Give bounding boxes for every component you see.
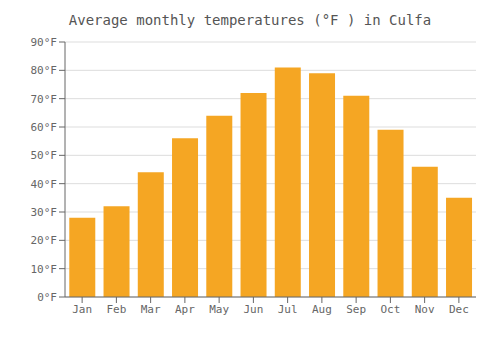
svg-text:Mar: Mar [141,303,161,316]
svg-text:Feb: Feb [106,303,126,316]
svg-text:0°F: 0°F [37,291,57,304]
svg-text:Jun: Jun [243,303,263,316]
svg-text:Sep: Sep [346,303,366,316]
svg-text:60°F: 60°F [31,121,58,134]
svg-text:Apr: Apr [175,303,195,316]
html-text:Average monthly temperatures (: Average monthly temperatures (°F ) in Cu… [68,12,432,28]
svg-text:10°F: 10°F [31,263,58,276]
svg-text:May: May [209,303,229,316]
svg-text:Jul: Jul [278,303,298,316]
svg-text:Dec: Dec [449,303,469,316]
svg-text:80°F: 80°F [31,64,58,77]
svg-text:40°F: 40°F [31,178,58,191]
svg-text:90°F: 90°F [31,36,58,49]
svg-text:30°F: 30°F [31,206,58,219]
svg-text:Jan: Jan [72,303,92,316]
svg-text:Oct: Oct [380,303,400,316]
svg-text:Nov: Nov [415,303,435,316]
svg-text:20°F: 20°F [31,234,58,247]
svg-text:Aug: Aug [312,303,332,316]
svg-text:70°F: 70°F [31,93,58,106]
svg-text:50°F: 50°F [31,149,58,162]
